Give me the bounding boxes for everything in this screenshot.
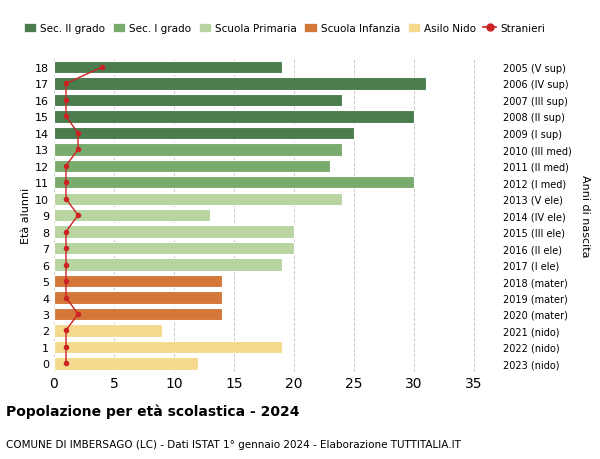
Point: [61, 113, 71, 121]
Point: [61, 163, 71, 170]
Point: [61, 196, 71, 203]
Legend: Sec. II grado, Sec. I grado, Scuola Primaria, Scuola Infanzia, Asilo Nido, Stran: Sec. II grado, Sec. I grado, Scuola Prim…: [23, 24, 545, 34]
Point: [61, 81, 71, 88]
Bar: [54, 226, 294, 238]
Bar: [54, 358, 198, 370]
Bar: [54, 144, 342, 156]
Bar: [54, 259, 282, 271]
Point: [73, 146, 83, 154]
Bar: [54, 78, 426, 90]
Bar: [54, 275, 222, 288]
Bar: [54, 193, 342, 206]
Bar: [54, 160, 330, 173]
Point: [61, 343, 71, 351]
Y-axis label: Anni di nascita: Anni di nascita: [580, 174, 590, 257]
Bar: [54, 62, 282, 74]
Bar: [54, 128, 354, 140]
Bar: [54, 111, 414, 123]
Bar: [54, 308, 222, 320]
Point: [61, 245, 71, 252]
Text: COMUNE DI IMBERSAGO (LC) - Dati ISTAT 1° gennaio 2024 - Elaborazione TUTTITALIA.: COMUNE DI IMBERSAGO (LC) - Dati ISTAT 1°…: [6, 440, 461, 449]
Bar: [54, 341, 282, 353]
Bar: [54, 242, 294, 255]
Text: Popolazione per età scolastica - 2024: Popolazione per età scolastica - 2024: [6, 404, 299, 419]
Point: [61, 278, 71, 285]
Point: [61, 261, 71, 269]
Point: [73, 130, 83, 137]
Bar: [54, 292, 222, 304]
Point: [61, 327, 71, 335]
Point: [61, 360, 71, 367]
Bar: [54, 210, 210, 222]
Bar: [54, 177, 414, 189]
Point: [73, 212, 83, 219]
Point: [61, 229, 71, 236]
Bar: [54, 325, 162, 337]
Point: [61, 294, 71, 302]
Point: [61, 97, 71, 104]
Y-axis label: Età alunni: Età alunni: [21, 188, 31, 244]
Point: [97, 64, 107, 72]
Point: [73, 311, 83, 318]
Bar: [54, 95, 342, 107]
Point: [61, 179, 71, 186]
